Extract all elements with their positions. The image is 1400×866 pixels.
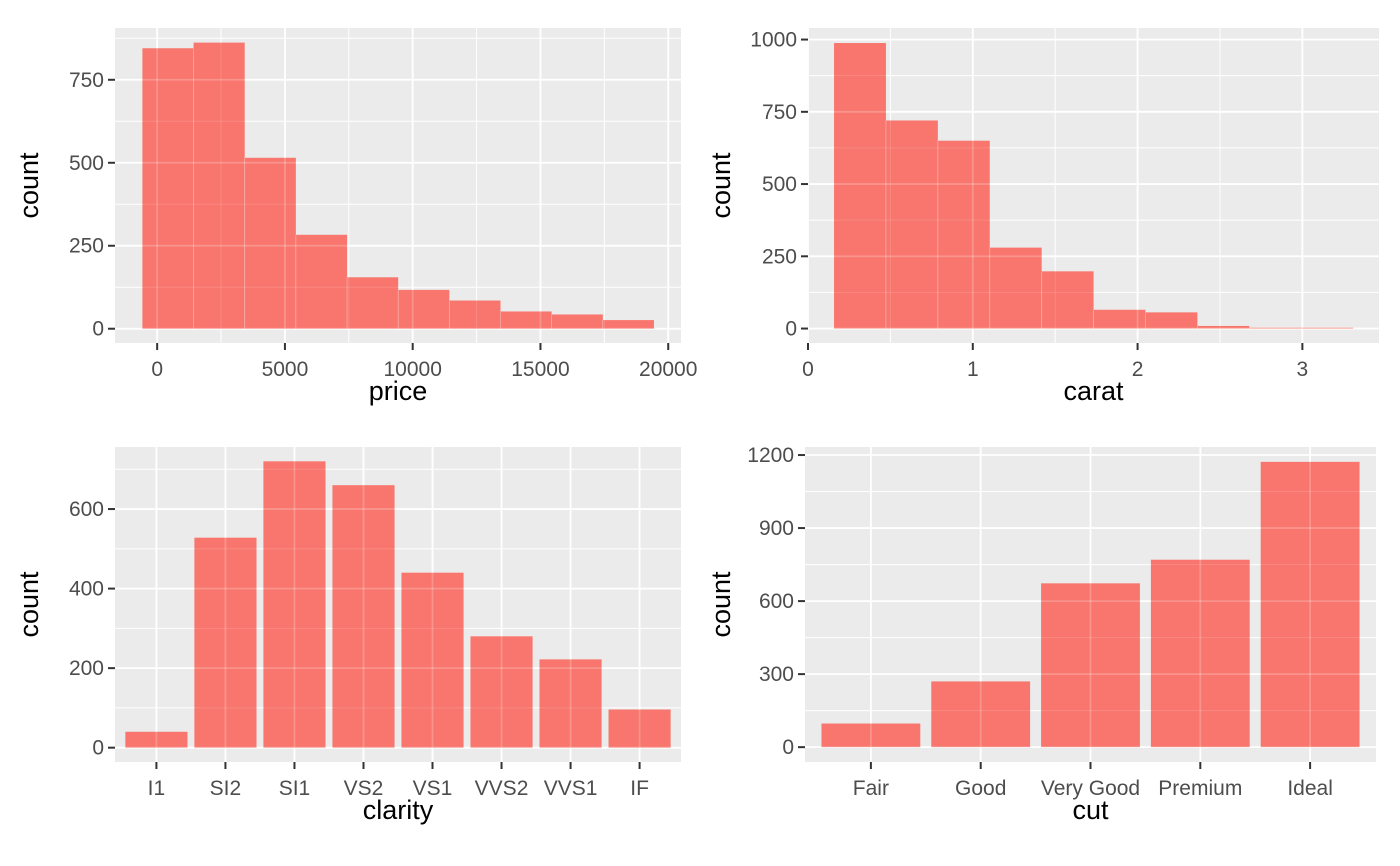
x-tick-label: 20000: [639, 358, 697, 381]
x-tick-label: VS1: [413, 777, 453, 800]
x-tick-label: 5000: [262, 358, 309, 381]
cut-bar-chart: Fair Good Very Good Premium Ideal 0 300 600 900 1…: [706, 444, 1376, 825]
histogram-bar: [989, 247, 1042, 329]
y-tick-label: 250: [69, 235, 104, 258]
x-tick-label: Very Good: [1041, 777, 1140, 800]
y-tick-label: 0: [785, 318, 797, 341]
histogram-bar: [1093, 309, 1146, 329]
histogram-bar: [347, 277, 399, 329]
x-tick-label: 15000: [511, 358, 569, 381]
x-tick-label: SI2: [210, 777, 242, 800]
x-tick-label: Premium: [1158, 777, 1242, 800]
y-tick-label: 200: [69, 657, 104, 680]
y-tick-label: 250: [762, 245, 797, 268]
x-axis-title: price: [369, 376, 428, 406]
y-tick-label: 300: [759, 663, 794, 686]
x-tick-label: VVS1: [544, 777, 598, 800]
y-tick-label: 600: [69, 498, 104, 521]
histogram-bar: [295, 234, 348, 329]
histogram-bar: [1249, 327, 1302, 329]
x-tick-label: VVS2: [475, 777, 529, 800]
histogram-bar: [142, 48, 194, 329]
bar: [608, 709, 671, 748]
histogram-bar: [449, 300, 501, 329]
panel-cell-carat: 0 1 2 3 0 250 500 750 1000 carat count: [700, 0, 1400, 433]
x-tick-label: 0: [802, 358, 814, 381]
bar: [1150, 559, 1250, 748]
panel-cell-clarity: I1 SI2 SI1 VS2 VS1 VVS2 VVS1 IF 0 200 400 600 clarit…: [0, 433, 700, 866]
bar: [332, 485, 395, 748]
panel-cell-cut: Fair Good Very Good Premium Ideal 0 300 600 900 1…: [700, 433, 1400, 866]
y-axis-title: count: [706, 571, 736, 638]
y-tick-label: 750: [762, 101, 797, 124]
x-tick-label: 10000: [383, 358, 441, 381]
x-axis-title: carat: [1063, 376, 1124, 406]
y-tick-label: 1200: [747, 444, 794, 467]
y-tick-label: 0: [92, 318, 104, 341]
x-axis-title: clarity: [363, 795, 434, 825]
bar: [931, 681, 1031, 748]
x-tick-label: 3: [1297, 358, 1309, 381]
x-tick-label: SI1: [279, 777, 311, 800]
histogram-bar: [1301, 327, 1354, 329]
price-histogram: 0 5000 10000 15000 20000 0 250 500 750 price count: [14, 28, 697, 406]
y-tick-label: 500: [762, 173, 797, 196]
bar: [539, 659, 602, 748]
histogram-bar: [1197, 325, 1250, 329]
x-tick-label: Fair: [853, 777, 889, 800]
carat-histogram: 0 1 2 3 0 250 500 750 1000 carat count: [706, 28, 1379, 406]
y-tick-label: 600: [759, 590, 794, 613]
panel-cell-price: 0 5000 10000 15000 20000 0 250 500 750 price count: [0, 0, 700, 433]
bar: [401, 572, 464, 748]
bar: [1041, 583, 1140, 748]
histogram-bar: [602, 320, 654, 329]
histogram-bar: [834, 43, 886, 329]
y-axis-title: count: [706, 152, 736, 219]
histogram-bar: [1145, 312, 1198, 329]
clarity-bar-chart: I1 SI2 SI1 VS2 VS1 VVS2 VVS1 IF 0 200 400 600 clarit…: [14, 447, 681, 825]
x-tick-label: I1: [148, 777, 166, 800]
x-tick-label: VS2: [344, 777, 384, 800]
bar: [821, 723, 921, 748]
histogram-bar: [244, 157, 296, 329]
histogram-bar: [937, 140, 990, 329]
y-tick-label: 400: [69, 578, 104, 601]
bar: [125, 731, 188, 748]
y-tick-label: 500: [69, 152, 104, 175]
bar: [1260, 461, 1360, 748]
x-axis-title: cut: [1072, 795, 1109, 825]
bar: [470, 636, 533, 748]
histogram-bar: [500, 311, 552, 329]
histogram-bar: [885, 120, 938, 329]
y-tick-label: 1000: [750, 29, 797, 52]
y-tick-label: 900: [759, 517, 794, 540]
histogram-bar: [551, 314, 603, 329]
bar: [194, 537, 257, 748]
x-tick-label: Good: [955, 777, 1006, 800]
y-tick-label: 0: [92, 737, 104, 760]
y-tick-label: 750: [69, 69, 104, 92]
y-tick-label: 0: [782, 736, 794, 759]
x-tick-label: 2: [1132, 358, 1144, 381]
bar: [263, 461, 326, 748]
y-axis-title: count: [14, 152, 44, 219]
x-tick-label: 0: [151, 358, 163, 381]
histogram-bar: [1041, 271, 1094, 329]
histogram-bar: [398, 289, 450, 329]
x-tick-label: IF: [630, 777, 649, 800]
x-tick-label: 1: [967, 358, 979, 381]
histogram-bar: [193, 42, 245, 329]
y-axis-title: count: [14, 571, 44, 638]
x-tick-label: Ideal: [1287, 777, 1333, 800]
